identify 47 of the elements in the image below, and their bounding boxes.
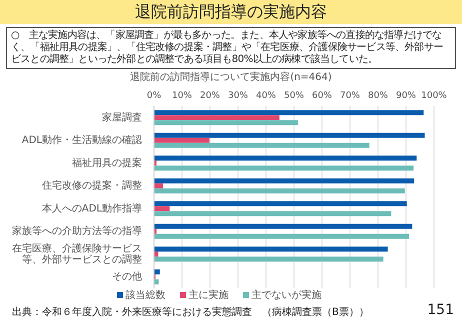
bar (154, 166, 414, 171)
y-tick-label: 在宅医療、介護保険サービス等、外部サービスとの調整 (12, 242, 142, 265)
bar (154, 256, 384, 262)
x-tick-label: 70% (340, 91, 360, 101)
x-tick-label: 30% (228, 91, 248, 101)
bar (154, 115, 280, 120)
text: 151 (427, 302, 454, 318)
bar (154, 188, 405, 194)
bar (154, 178, 414, 184)
x-tick-label: 80% (368, 91, 388, 101)
bar (154, 138, 210, 143)
y-tick-label: 福祉用具の提案 (72, 156, 142, 168)
bar (154, 120, 298, 126)
chart-title: 退院前訪問指導の実施内容 (0, 0, 462, 24)
bar (154, 142, 370, 148)
bar (154, 211, 392, 216)
y-tick-label: 家族等への介助方法等の指導 (12, 224, 142, 237)
bar (154, 224, 412, 229)
bar (154, 279, 159, 284)
x-tick-label: 20% (200, 91, 220, 101)
legend-label: 主でないが実施 (250, 288, 322, 302)
legend-label: 主に実施 (188, 288, 228, 302)
x-tick-label: 90% (396, 91, 416, 101)
x-tick-label: 40% (256, 91, 276, 101)
source-note: 出典：令和６年度入院・外来医療等における実態調査 （病棟調査票（B票）） (12, 306, 369, 319)
y-tick-label: ADL動作・生活動線の確認 (22, 134, 142, 146)
bar (154, 183, 163, 188)
bar (154, 201, 407, 206)
x-tick-label: 100% (421, 91, 448, 101)
x-tick-label: 50% (284, 91, 304, 101)
bar (154, 206, 170, 212)
x-tick-label: 0% (146, 91, 162, 101)
y-tick-label: 本人へのADL動作指導 (42, 202, 142, 214)
legend-label: 該当総数 (124, 288, 166, 302)
x-tick-label: 60% (312, 91, 332, 101)
y-tick-label: 住宅改修の提案・調整 (42, 179, 142, 192)
chart-subtitle: ○ 主な実施内容は、「家屋調査」が最も多かった。また、本人や家族等への直接的な指導だけでなく、「福祉用具の提案」、「住宅改修の提案・調整」や「在宅医療、介護保険サービス等、外部サービスとの調整」といった外部との調整である項目も80%以上の病棟で該当していた。 (6, 27, 456, 69)
y-tick-label: 家屋調査 (102, 110, 142, 123)
bar (154, 234, 410, 239)
bar (154, 156, 417, 161)
bar (154, 246, 388, 252)
bar (154, 132, 425, 138)
text: 退院前の訪問指導について実施内容(n=464) (129, 72, 333, 84)
y-tick-label: その他 (112, 270, 142, 282)
bar (154, 269, 160, 274)
x-tick-label: 10% (172, 91, 192, 101)
bar (154, 110, 424, 116)
